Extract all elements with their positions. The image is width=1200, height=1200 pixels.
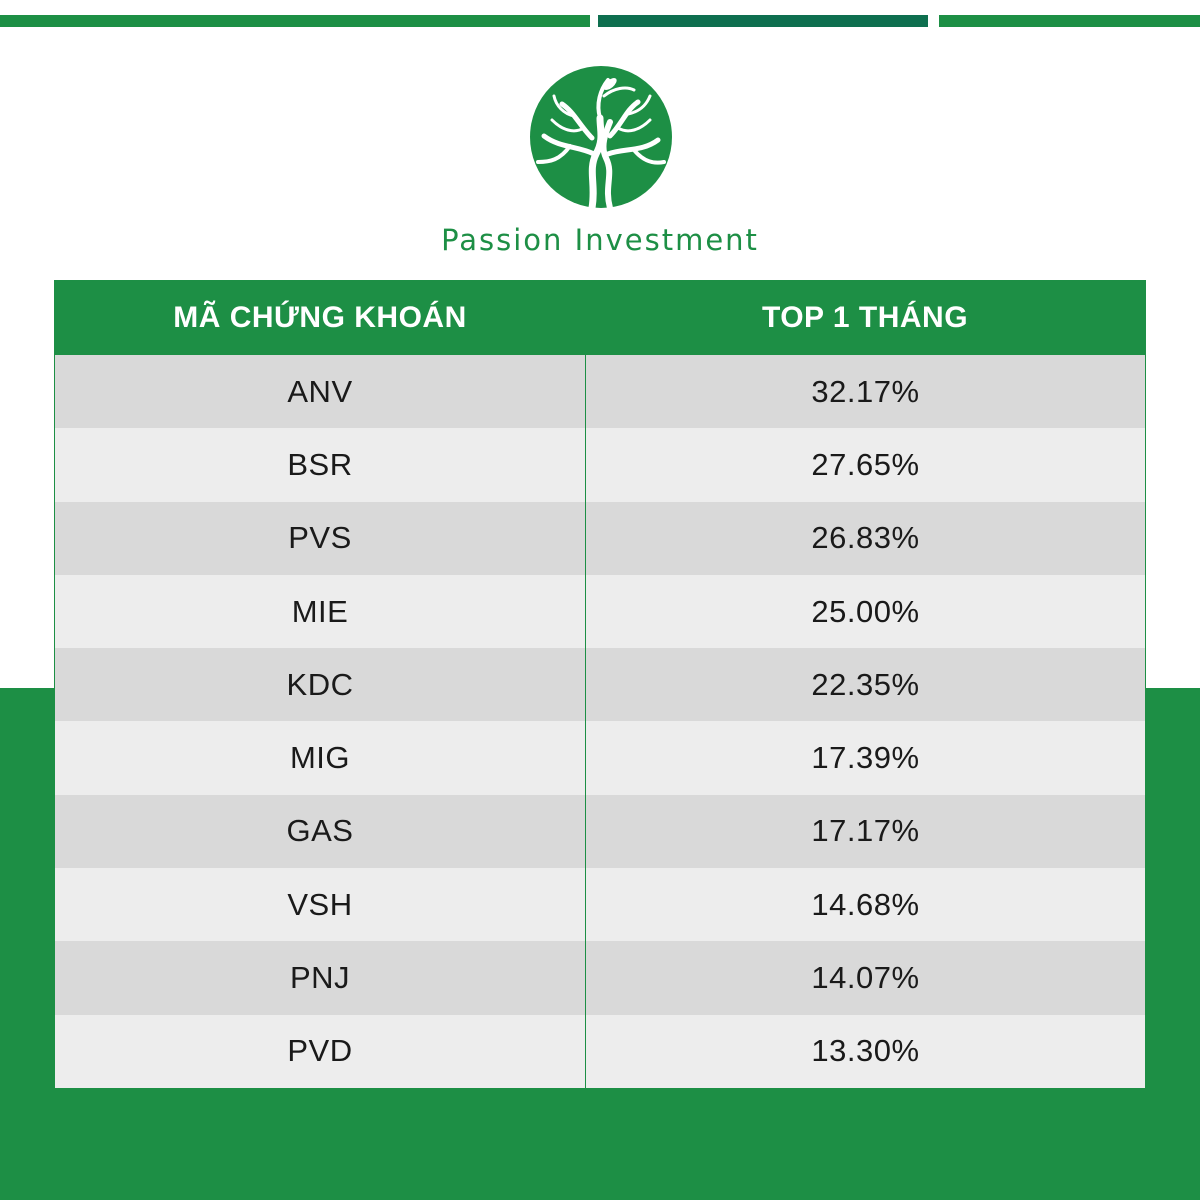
brand-name: Passion Investment (441, 223, 759, 257)
value-cell: 25.00% (811, 593, 920, 629)
value-cell: 14.68% (811, 886, 920, 922)
table-row: PVD 13.30% (55, 1014, 1145, 1088)
table-row: MIG 17.39% (55, 721, 1145, 795)
value-cell: 17.17% (811, 813, 920, 849)
value-cell: 22.35% (811, 666, 920, 702)
tree-logo-icon (530, 66, 672, 208)
table-header: MÃ CHỨNG KHOÁN TOP 1 THÁNG (55, 281, 1145, 355)
table-body: ANV 32.17% BSR 27.65% PVS 26.83% MIE 25.… (55, 355, 1145, 1088)
ticker-cell: GAS (55, 794, 586, 869)
top-bar-right (939, 15, 1200, 27)
value-cell: 32.17% (811, 373, 920, 409)
table-row: ANV 32.17% (55, 355, 1145, 429)
ticker-cell: KDC (55, 648, 586, 722)
header-ticker: MÃ CHỨNG KHOÁN (173, 301, 467, 334)
value-cell: 14.07% (811, 960, 920, 996)
table-row: KDC 22.35% (55, 648, 1145, 722)
header-top-1-month: TOP 1 THÁNG (761, 301, 969, 334)
ticker-cell: MIE (55, 574, 586, 649)
value-cell: 13.30% (811, 1033, 920, 1069)
value-cell: 17.39% (811, 740, 920, 776)
value-cell: 26.83% (811, 520, 920, 556)
table-row: MIE 25.00% (55, 574, 1145, 649)
ticker-cell: ANV (55, 355, 586, 429)
table-row: GAS 17.17% (55, 794, 1145, 869)
top-stocks-table: MÃ CHỨNG KHOÁN TOP 1 THÁNG ANV 32.17% BS… (54, 280, 1146, 1088)
table-row: PNJ 14.07% (55, 941, 1145, 1015)
top-bar-left (0, 15, 590, 27)
tree-logo-graphic (530, 66, 672, 208)
table-row: PVS 26.83% (55, 501, 1145, 575)
ticker-cell: PNJ (55, 941, 586, 1015)
ticker-cell: BSR (55, 428, 586, 502)
top-bar-middle (598, 15, 928, 27)
table-row: BSR 27.65% (55, 428, 1145, 502)
table-row: VSH 14.68% (55, 868, 1145, 942)
ticker-cell: PVS (55, 501, 586, 575)
value-cell: 27.65% (811, 446, 920, 482)
ticker-cell: MIG (55, 721, 586, 795)
ticker-cell: VSH (55, 868, 586, 942)
ticker-cell: PVD (55, 1014, 586, 1088)
